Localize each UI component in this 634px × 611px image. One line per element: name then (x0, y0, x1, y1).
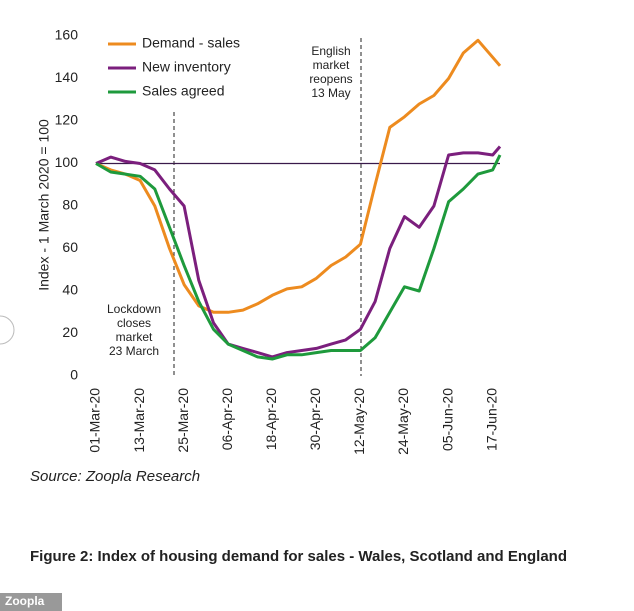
x-tick-label: 12-May-20 (351, 388, 367, 455)
annotation: market (313, 58, 350, 72)
annotation: closes (117, 316, 151, 330)
watermark-bg (0, 593, 62, 611)
annotation: 23 March (109, 344, 159, 358)
legend-label: Sales agreed (142, 83, 225, 99)
x-tick-label: 05-Jun-20 (439, 388, 455, 451)
y-tick-label: 40 (62, 282, 78, 298)
x-tick-label: 24-May-20 (395, 388, 411, 455)
x-tick-label: 30-Apr-20 (307, 388, 323, 450)
caption: Figure 2: Index of housing demand for sa… (30, 548, 567, 565)
y-tick-label: 160 (55, 27, 79, 43)
source: Source: Zoopla Research (30, 468, 200, 485)
y-tick-label: 0 (70, 367, 78, 383)
x-tick-label: 13-Mar-20 (131, 388, 147, 453)
watermark: Zoopla (5, 594, 45, 608)
y-tick-label: 140 (55, 69, 79, 85)
x-tick-label: 17-Jun-20 (483, 388, 499, 451)
legend-label: Demand - sales (142, 35, 240, 51)
y-tick-label: 20 (62, 324, 78, 340)
annotation: 13 May (311, 86, 350, 100)
series-line (95, 154, 502, 361)
annotation: reopens (309, 72, 352, 86)
series-line (95, 145, 502, 359)
y-tick-label: 80 (62, 197, 78, 213)
edge-circle (0, 315, 15, 345)
x-tick-label: 25-Mar-20 (175, 388, 191, 453)
x-tick-label: 18-Apr-20 (263, 388, 279, 450)
series-line (95, 38, 502, 314)
annotation: English (311, 44, 350, 58)
annotation: market (116, 330, 153, 344)
y-tick-label: 120 (55, 112, 79, 128)
x-tick-label: 01-Mar-20 (87, 388, 103, 453)
legend-label: New inventory (142, 59, 231, 75)
x-tick-label: 06-Apr-20 (219, 388, 235, 450)
y-tick-label: 100 (55, 154, 79, 170)
y-tick-label: 60 (62, 239, 78, 255)
annotation: Lockdown (107, 302, 161, 316)
y-axis-label: Index - 1 March 2020 = 100 (36, 119, 52, 291)
